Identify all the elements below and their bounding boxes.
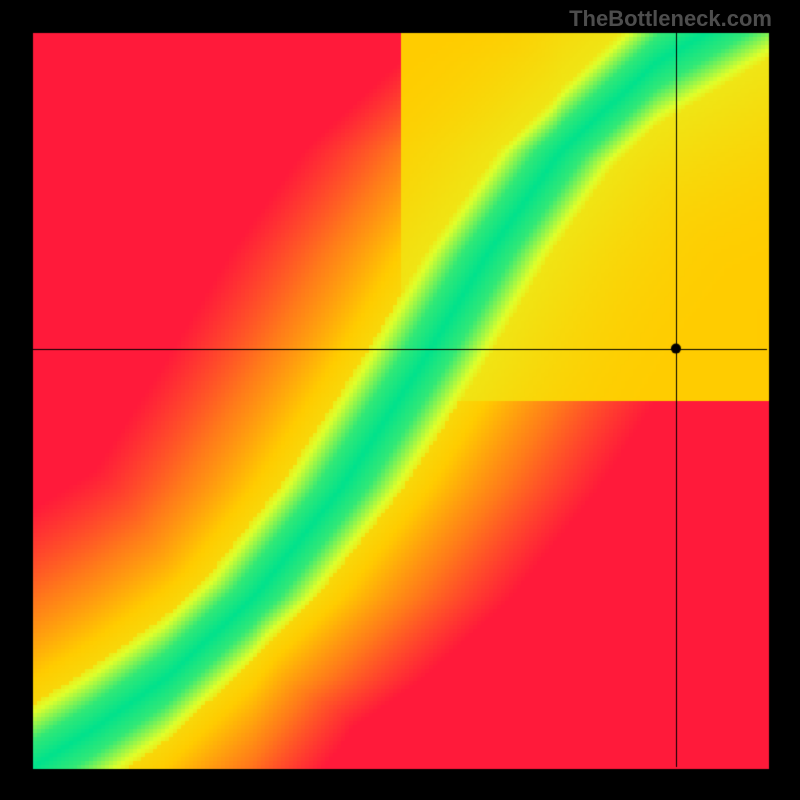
chart-container: TheBottleneck.com	[0, 0, 800, 800]
bottleneck-heatmap	[0, 0, 800, 800]
watermark-text: TheBottleneck.com	[569, 6, 772, 32]
